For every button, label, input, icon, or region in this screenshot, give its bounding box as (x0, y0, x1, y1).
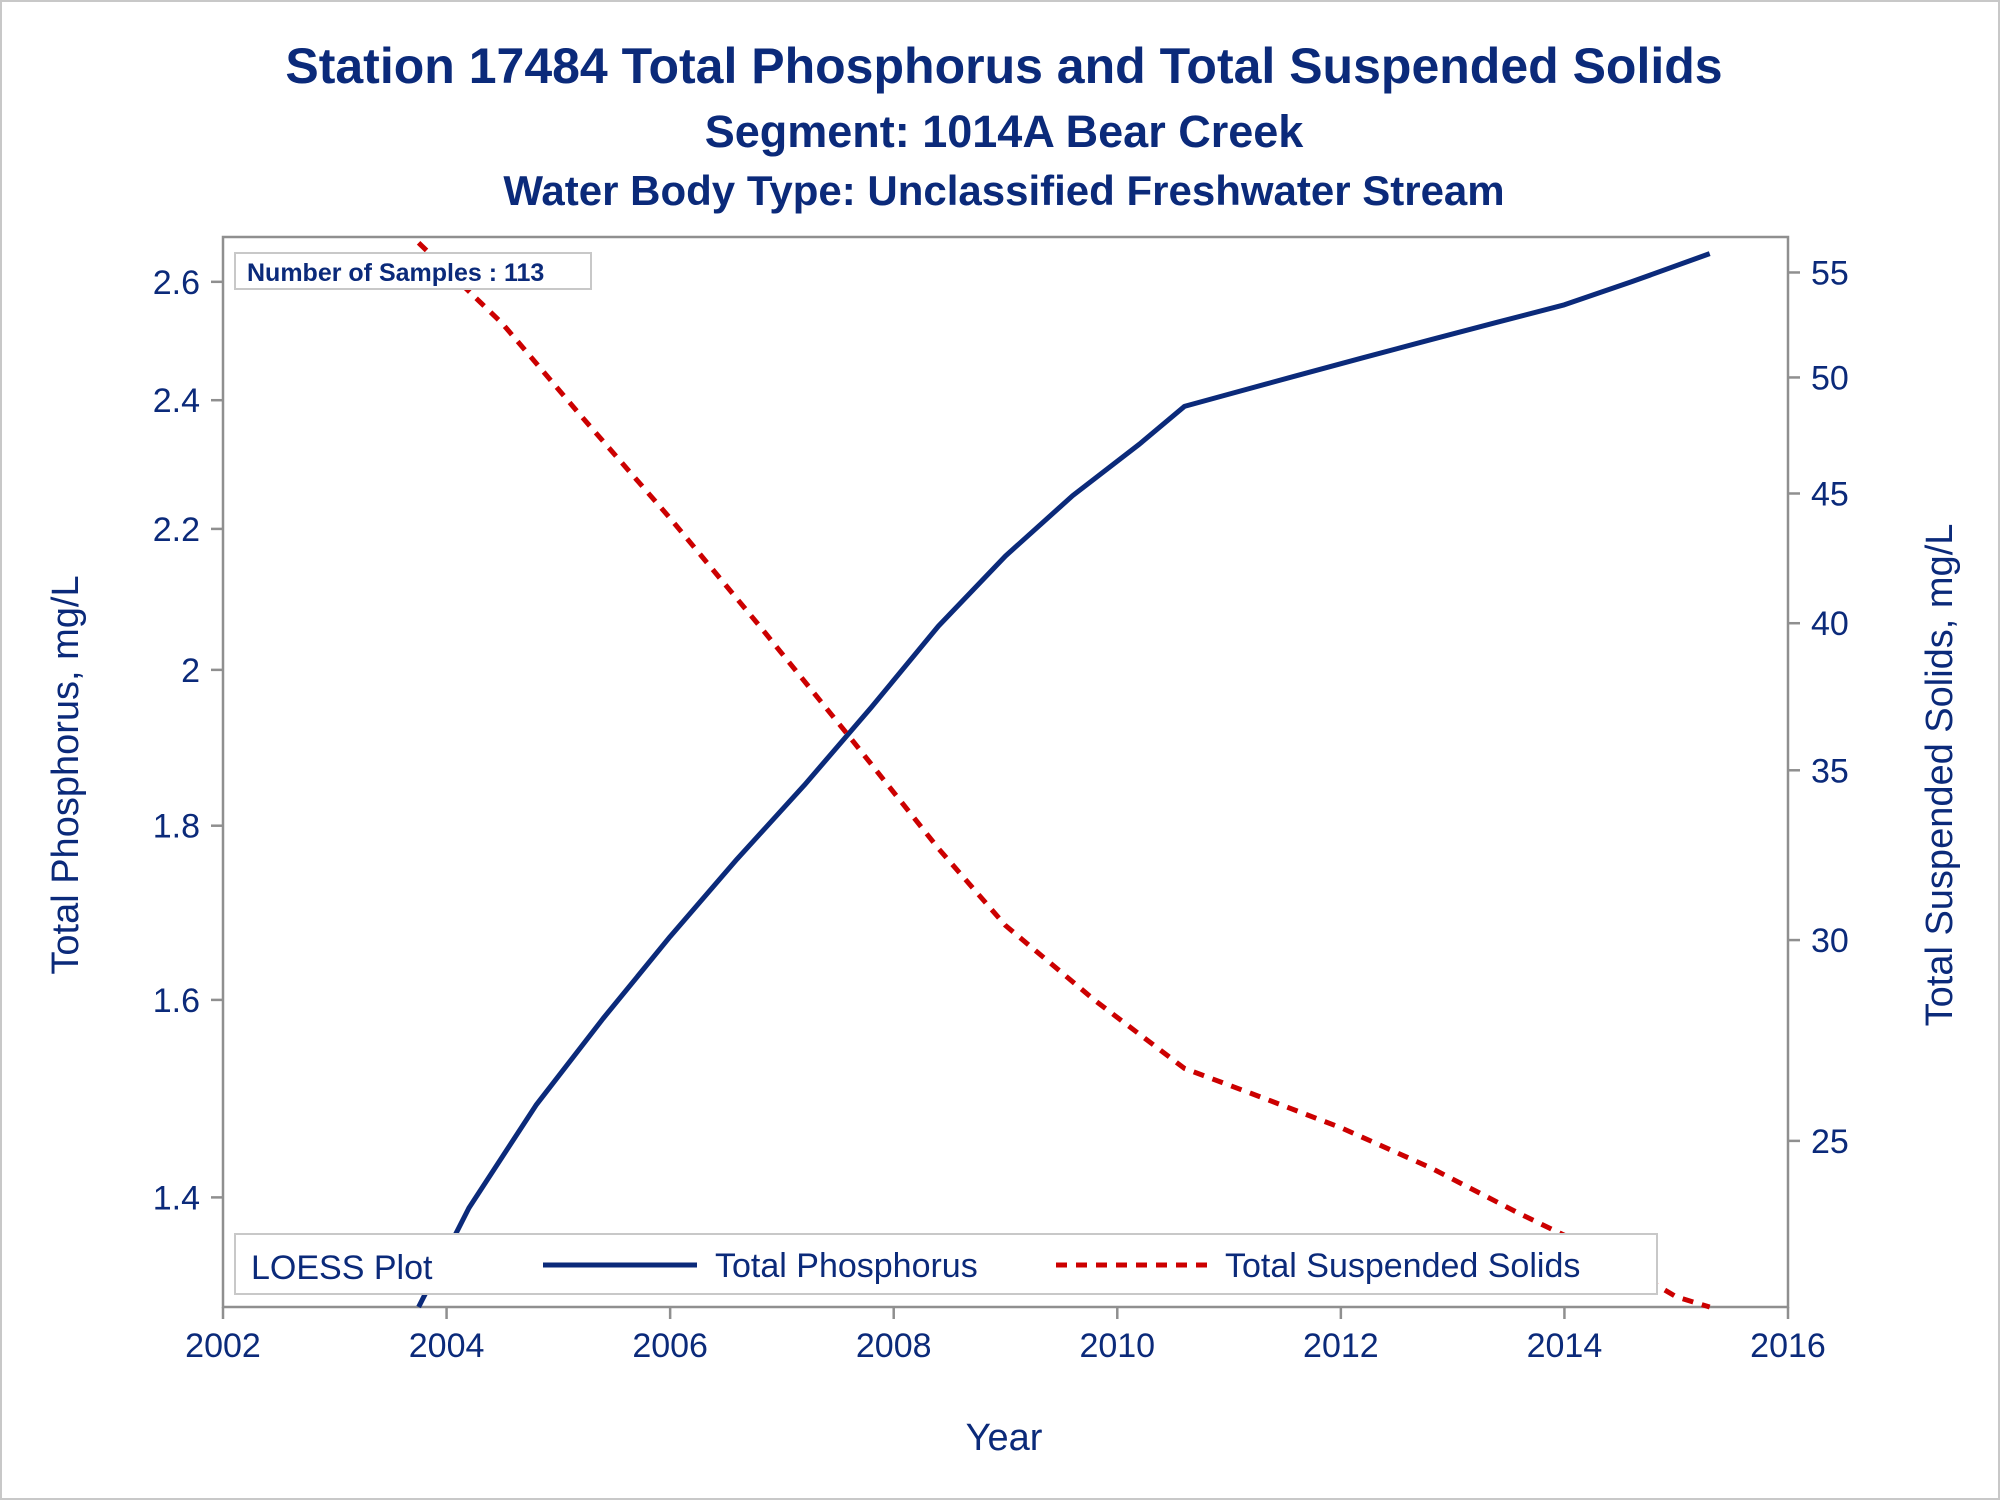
y-left-tick-label: 2.2 (153, 511, 200, 549)
legend-label-phosphorus: Total Phosphorus (715, 1247, 978, 1285)
x-tick-label: 2006 (632, 1327, 708, 1365)
series-layer (416, 241, 1711, 1310)
legend-label-tss: Total Suspended Solids (1225, 1247, 1580, 1285)
x-tick-label: 2016 (1750, 1327, 1826, 1365)
series-line-total-suspended-solids (416, 241, 1711, 1310)
x-axis-label: Year (966, 1417, 1043, 1459)
legend-frame (234, 1233, 1658, 1295)
chart-title: Station 17484 Total Phosphorus and Total… (285, 38, 1722, 94)
x-tick-label: 2010 (1079, 1327, 1155, 1365)
x-tick-label: 2008 (856, 1327, 932, 1365)
chart-subtitle: Segment: 1014A Bear Creek (705, 106, 1305, 157)
y-left-tick-label: 2.6 (153, 264, 200, 302)
x-tick-label: 2002 (185, 1327, 261, 1365)
x-tick-label: 2014 (1527, 1327, 1603, 1365)
x-tick-label: 2012 (1303, 1327, 1379, 1365)
y-axis-right-label: Total Suspended Solids, mg/L (1919, 524, 1961, 1027)
y-left-tick-label: 1.6 (153, 982, 200, 1020)
y-left-tick-label: 2 (181, 652, 200, 690)
plot-frame (221, 235, 1790, 1309)
axis-layer: 2002 2004 2006 2008 2010 2012 2014 2016 1.4 1.6 1.… (153, 254, 1849, 1365)
y-left-tick-label: 2.4 (153, 382, 200, 420)
y-left-tick-label: 1.8 (153, 808, 200, 846)
y-right-tick-label: 55 (1811, 254, 1849, 292)
legend-title: LOESS Plot (251, 1249, 433, 1287)
y-right-tick-label: 50 (1811, 359, 1849, 397)
legend: LOESS Plot Total Phosphorus Total Suspen… (234, 1233, 1658, 1295)
y-right-tick-label: 40 (1811, 605, 1849, 643)
y-left-tick-label: 1.4 (153, 1179, 200, 1217)
y-right-tick-label: 35 (1811, 752, 1849, 790)
x-tick-label: 2004 (409, 1327, 485, 1365)
sample-count-frame (234, 252, 592, 290)
y-right-tick-label: 45 (1811, 475, 1849, 513)
y-right-tick-label: 25 (1811, 1123, 1849, 1161)
chart-subtitle-2: Water Body Type: Unclassified Freshwater… (503, 167, 1504, 214)
y-right-tick-label: 30 (1811, 922, 1849, 960)
sample-count-box: Number of Samples : 113 (234, 252, 592, 290)
y-axis-left-label: Total Phosphorus, mg/L (45, 575, 87, 974)
sample-count-label: Number of Samples : 113 (247, 259, 544, 287)
series-line-total-phosphorus (416, 251, 1711, 1309)
